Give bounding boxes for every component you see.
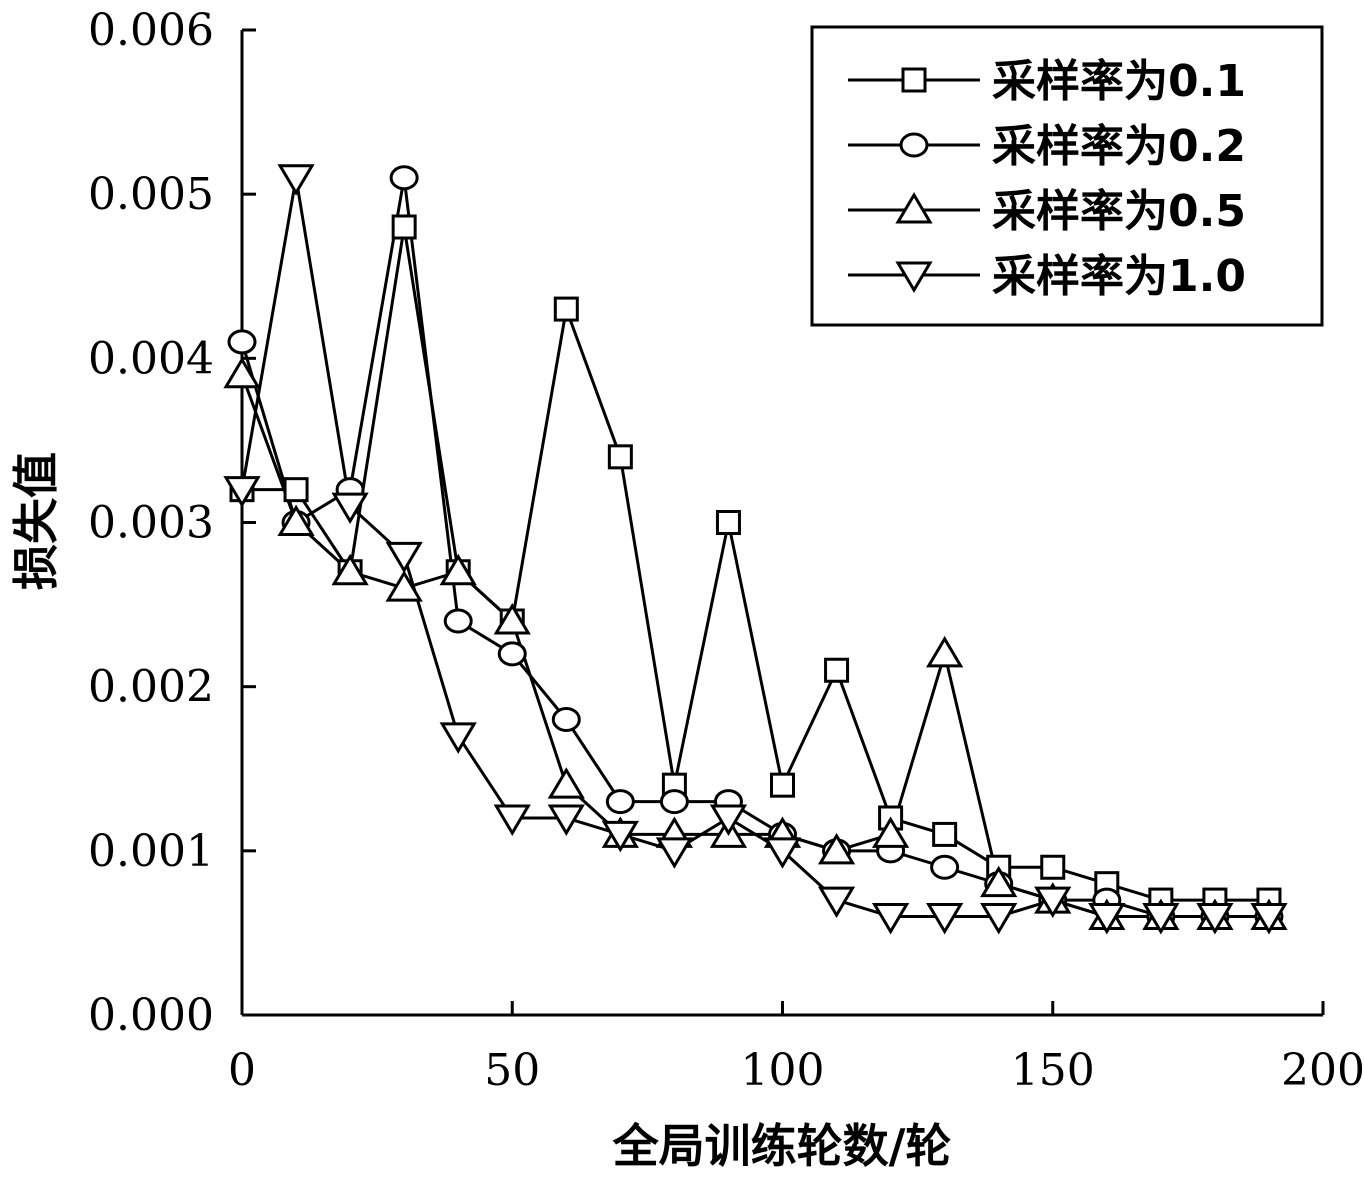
- y-axis-title: 损失值: [9, 452, 63, 590]
- data-point: [223, 356, 261, 389]
- y-tick-label: 0.003: [88, 498, 214, 549]
- data-point: [443, 608, 473, 634]
- data-point: [385, 541, 423, 574]
- data-point: [817, 832, 856, 865]
- data-point: [493, 603, 531, 635]
- data-point: [605, 789, 635, 815]
- x-tick-label: 150: [1011, 1045, 1095, 1096]
- legend-item: 采样率为0.2: [848, 121, 1246, 172]
- data-point: [980, 903, 1018, 935]
- data-point: [1196, 903, 1234, 935]
- legend-label: 采样率为0.5: [992, 186, 1246, 237]
- data-point: [547, 804, 585, 836]
- data-point: [331, 553, 369, 586]
- x-tick-label: 0: [228, 1045, 256, 1096]
- legend: 采样率为0.1 采样率为0.2 采样率为0.5 采样率为1.0: [810, 25, 1324, 327]
- data-point: [547, 767, 585, 799]
- series-1: [242, 226, 1269, 902]
- data-point: [385, 570, 423, 602]
- data-point: [655, 837, 694, 869]
- data-point: [389, 165, 419, 191]
- data-point: [817, 886, 856, 919]
- data-point: [659, 789, 689, 815]
- legend-marker: [901, 67, 927, 93]
- legend-marker: [895, 192, 933, 224]
- data-point: [1142, 903, 1180, 935]
- data-point: [331, 492, 369, 525]
- series-4-points: [223, 164, 1288, 935]
- data-point: [439, 553, 477, 586]
- y-tick-label: 0.002: [88, 662, 214, 713]
- data-point: [497, 641, 527, 667]
- data-point: [391, 214, 417, 240]
- data-point: [824, 657, 850, 683]
- data-point: [709, 804, 748, 836]
- data-point: [1034, 886, 1072, 919]
- legend-label: 采样率为1.0: [992, 251, 1246, 302]
- y-tick-label: 0.006: [88, 5, 214, 56]
- data-point: [439, 722, 477, 754]
- legend-marker: [895, 261, 933, 293]
- y-tick-label: 0.000: [88, 990, 214, 1041]
- x-tick-label: 50: [484, 1045, 540, 1096]
- data-point: [601, 820, 639, 853]
- x-tick-label: 100: [741, 1045, 825, 1096]
- data-point: [926, 635, 964, 668]
- data-point: [932, 821, 958, 847]
- data-point: [770, 772, 795, 798]
- data-point: [1088, 903, 1126, 935]
- data-point: [1040, 854, 1066, 880]
- data-point: [871, 903, 910, 935]
- data-point: [926, 903, 964, 935]
- legend-item: 采样率为1.0: [848, 251, 1246, 302]
- series-3-points: [223, 356, 1288, 930]
- x-axis-title: 全局训练轮数/轮: [612, 1119, 952, 1173]
- series-group: [223, 164, 1288, 935]
- data-point: [1250, 903, 1288, 935]
- data-point: [715, 510, 741, 535]
- y-tick-label: 0.001: [88, 826, 214, 877]
- data-point: [980, 865, 1018, 898]
- data-point: [763, 837, 802, 869]
- data-point: [283, 477, 309, 503]
- series-line: [242, 226, 1269, 902]
- x-tick-label: 200: [1281, 1045, 1364, 1096]
- data-point: [227, 329, 257, 355]
- data-point: [553, 296, 579, 322]
- data-point: [277, 164, 315, 196]
- legend-label: 采样率为0.2: [992, 121, 1246, 172]
- data-point: [551, 707, 581, 732]
- legend-item: 采样率为0.5: [848, 186, 1246, 237]
- axes: 0.000 0.001 0.002 0.003 0.004 0.005 0.006 0 50 10…: [88, 5, 1364, 1096]
- data-point: [277, 504, 315, 536]
- legend-label: 采样率为0.1: [992, 56, 1246, 107]
- y-tick-label: 0.005: [88, 169, 214, 220]
- data-point: [223, 476, 261, 508]
- data-point: [930, 854, 960, 880]
- legend-item: 采样率为0.1: [848, 56, 1246, 107]
- data-point: [493, 804, 531, 836]
- data-point: [607, 444, 633, 470]
- y-tick-label: 0.004: [88, 333, 214, 384]
- data-point: [871, 816, 910, 848]
- legend-marker: [899, 132, 929, 158]
